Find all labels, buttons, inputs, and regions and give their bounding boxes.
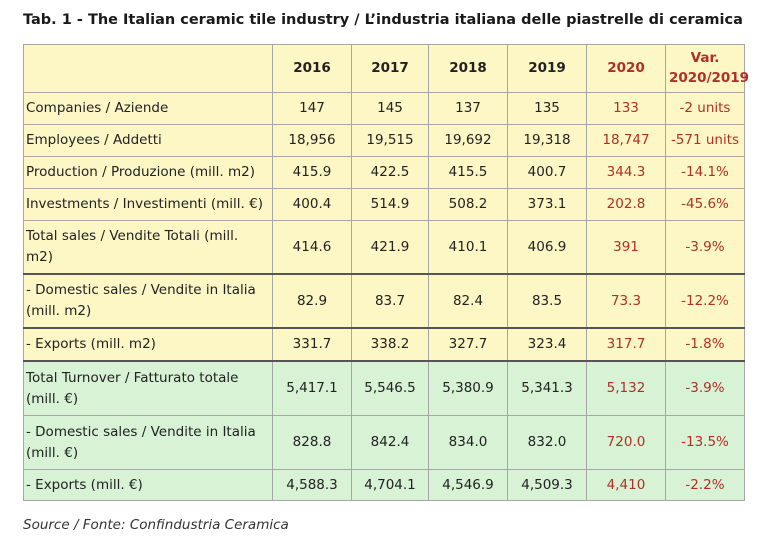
header-var: Var. 2020/2019 [665,44,749,93]
table-row: Total Turnover / Fatturato totale (mill.… [23,360,745,416]
value-cell: 400.4 [272,188,352,221]
value-cell: 331.7 [272,327,352,362]
value-cell: 18,747 [586,124,666,157]
variation-cell: -14.1% [665,156,745,189]
value-cell: 373.1 [507,188,587,221]
value-cell: 323.4 [507,327,587,362]
value-cell: 344.3 [586,156,666,189]
variation-cell: -12.2% [665,273,745,329]
row-label: Employees / Addetti [23,124,273,157]
value-cell: 422.5 [351,156,429,189]
value-cell: 410.1 [428,220,508,275]
value-cell: 317.7 [586,327,666,362]
variation-cell: -2 units [665,92,745,125]
value-cell: 147 [272,92,352,125]
value-cell: 832.0 [507,415,587,470]
value-cell: 145 [351,92,429,125]
value-cell: 4,410 [586,469,666,501]
row-label: Total sales / Vendite Totali (mill. m2) [23,220,273,275]
header-2018: 2018 [428,44,508,93]
value-cell: 83.7 [351,273,429,329]
value-cell: 82.4 [428,273,508,329]
variation-cell: -2.2% [665,469,745,501]
value-cell: 391 [586,220,666,275]
value-cell: 4,546.9 [428,469,508,501]
value-cell: 4,588.3 [272,469,352,501]
value-cell: 5,417.1 [272,360,352,416]
value-cell: 327.7 [428,327,508,362]
value-cell: 137 [428,92,508,125]
table-row: Production / Produzione (mill. m2) 415.9 4… [23,156,745,189]
table-row: Companies / Aziende 147 145 137 135 133 -2 uni… [23,92,745,125]
value-cell: 202.8 [586,188,666,221]
value-cell: 5,546.5 [351,360,429,416]
header-var-line2: 2020/2019 [669,69,750,86]
header-2017: 2017 [351,44,429,93]
variation-cell: -3.9% [665,220,745,275]
variation-cell: -45.6% [665,188,745,221]
table-row: Investments / Investimenti (mill. €) 400.… [23,188,745,221]
table-row: Employees / Addetti 18,956 19,515 19,692 19,… [23,124,745,157]
row-label: - Domestic sales / Vendite in Italia (mi… [23,415,273,470]
value-cell: 18,956 [272,124,352,157]
value-cell: 73.3 [586,273,666,329]
header-row: 2016 2017 2018 2019 2020 Var. 2020/2019 [23,44,749,93]
value-cell: 828.8 [272,415,352,470]
table-row: - Exports (mill. €) 4,588.3 4,704.1 4,546.9… [23,469,745,501]
row-label: Total Turnover / Fatturato totale (mill.… [23,360,273,416]
row-label: - Domestic sales / Vendite in Italia (mi… [23,273,273,329]
row-label: Production / Produzione (mill. m2) [23,156,273,189]
variation-cell: -1.8% [665,327,745,362]
value-cell: 338.2 [351,327,429,362]
row-label: Companies / Aziende [23,92,273,125]
value-cell: 5,132 [586,360,666,416]
value-cell: 83.5 [507,273,587,329]
header-2019: 2019 [507,44,587,93]
value-cell: 842.4 [351,415,429,470]
value-cell: 514.9 [351,188,429,221]
value-cell: 133 [586,92,666,125]
table-row: - Domestic sales / Vendite in Italia (mi… [23,415,745,470]
value-cell: 720.0 [586,415,666,470]
value-cell: 82.9 [272,273,352,329]
value-cell: 135 [507,92,587,125]
source-note: Source / Fonte: Confindustria Ceramica [23,517,289,533]
value-cell: 5,341.3 [507,360,587,416]
table-title: Tab. 1 - The Italian ceramic tile indust… [23,12,743,28]
value-cell: 4,704.1 [351,469,429,501]
value-cell: 834.0 [428,415,508,470]
value-cell: 5,380.9 [428,360,508,416]
table-row: - Domestic sales / Vendite in Italia (mi… [23,273,745,329]
header-label-cell [23,44,273,93]
table-row: - Exports (mill. m2) 331.7 338.2 327.7 323.4… [23,327,745,362]
value-cell: 19,692 [428,124,508,157]
value-cell: 4,509.3 [507,469,587,501]
header-2020: 2020 [586,44,666,93]
value-cell: 414.6 [272,220,352,275]
value-cell: 415.9 [272,156,352,189]
value-cell: 421.9 [351,220,429,275]
value-cell: 508.2 [428,188,508,221]
row-label: - Exports (mill. €) [23,469,273,501]
variation-cell: -571 units [665,124,745,157]
header-var-line1: Var. [690,49,720,66]
variation-cell: -3.9% [665,360,745,416]
header-2016: 2016 [272,44,352,93]
value-cell: 400.7 [507,156,587,189]
variation-cell: -13.5% [665,415,745,470]
ceramic-industry-table: 2016 2017 2018 2019 2020 Var. 2020/2019 … [23,44,749,501]
value-cell: 406.9 [507,220,587,275]
value-cell: 19,318 [507,124,587,157]
value-cell: 19,515 [351,124,429,157]
value-cell: 415.5 [428,156,508,189]
row-label: Investments / Investimenti (mill. €) [23,188,273,221]
row-label: - Exports (mill. m2) [23,327,273,362]
table-row: Total sales / Vendite Totali (mill. m2) 4… [23,220,745,275]
